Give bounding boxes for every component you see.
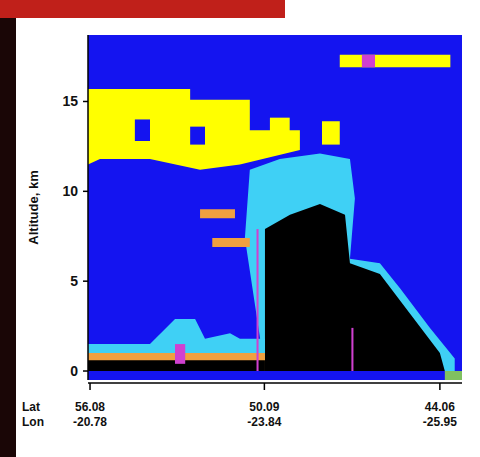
x-tick-label: 44.06	[425, 400, 455, 414]
lon-tick-label: -23.84	[247, 415, 281, 429]
plot-area	[88, 35, 462, 380]
x-tick-label: 50.09	[249, 400, 279, 414]
x-tick-label: 56.08	[75, 400, 105, 414]
lon-tick-label: -25.95	[423, 415, 457, 429]
y-tick	[83, 370, 88, 372]
cloud-region	[200, 209, 235, 218]
y-tick-label: 5	[70, 273, 78, 289]
cloud-region	[190, 127, 205, 145]
y-tick-label: 10	[62, 183, 78, 199]
cloud-region	[265, 204, 445, 371]
x-axis	[88, 382, 462, 384]
cloud-region	[351, 328, 353, 371]
cloud-region	[88, 89, 300, 170]
y-tick	[83, 191, 88, 193]
cloud-region	[88, 319, 265, 371]
cloud-region	[135, 119, 150, 141]
cloud-region	[257, 229, 259, 371]
y-tick	[83, 280, 88, 282]
cloud-region	[322, 121, 340, 144]
cloud-region	[175, 344, 185, 364]
lon-tick-label: -20.78	[73, 415, 107, 429]
cloud-region	[245, 154, 455, 371]
y-axis-title: Altitude, km	[26, 170, 41, 244]
y-tick-label: 0	[70, 363, 78, 379]
y-axis	[87, 35, 89, 380]
cloud-region	[212, 238, 250, 247]
side-strip	[0, 0, 16, 457]
top-band	[0, 0, 285, 18]
cloud-region	[340, 55, 451, 68]
x-tick	[439, 383, 441, 390]
cloud-region	[270, 118, 290, 140]
x-tick	[89, 383, 91, 390]
chart: 0 5 10 15 Altitude, km LatLon 56.08-20.78 50.09…	[0, 0, 480, 457]
y-tick	[83, 101, 88, 103]
x-tick	[264, 383, 266, 390]
cloud-region	[362, 55, 375, 68]
cloud-region	[445, 371, 462, 380]
x-row-label: Lon	[22, 415, 44, 429]
x-row-label: Lat	[22, 400, 40, 414]
cloud-region	[88, 35, 462, 380]
y-tick-label: 15	[62, 93, 78, 109]
